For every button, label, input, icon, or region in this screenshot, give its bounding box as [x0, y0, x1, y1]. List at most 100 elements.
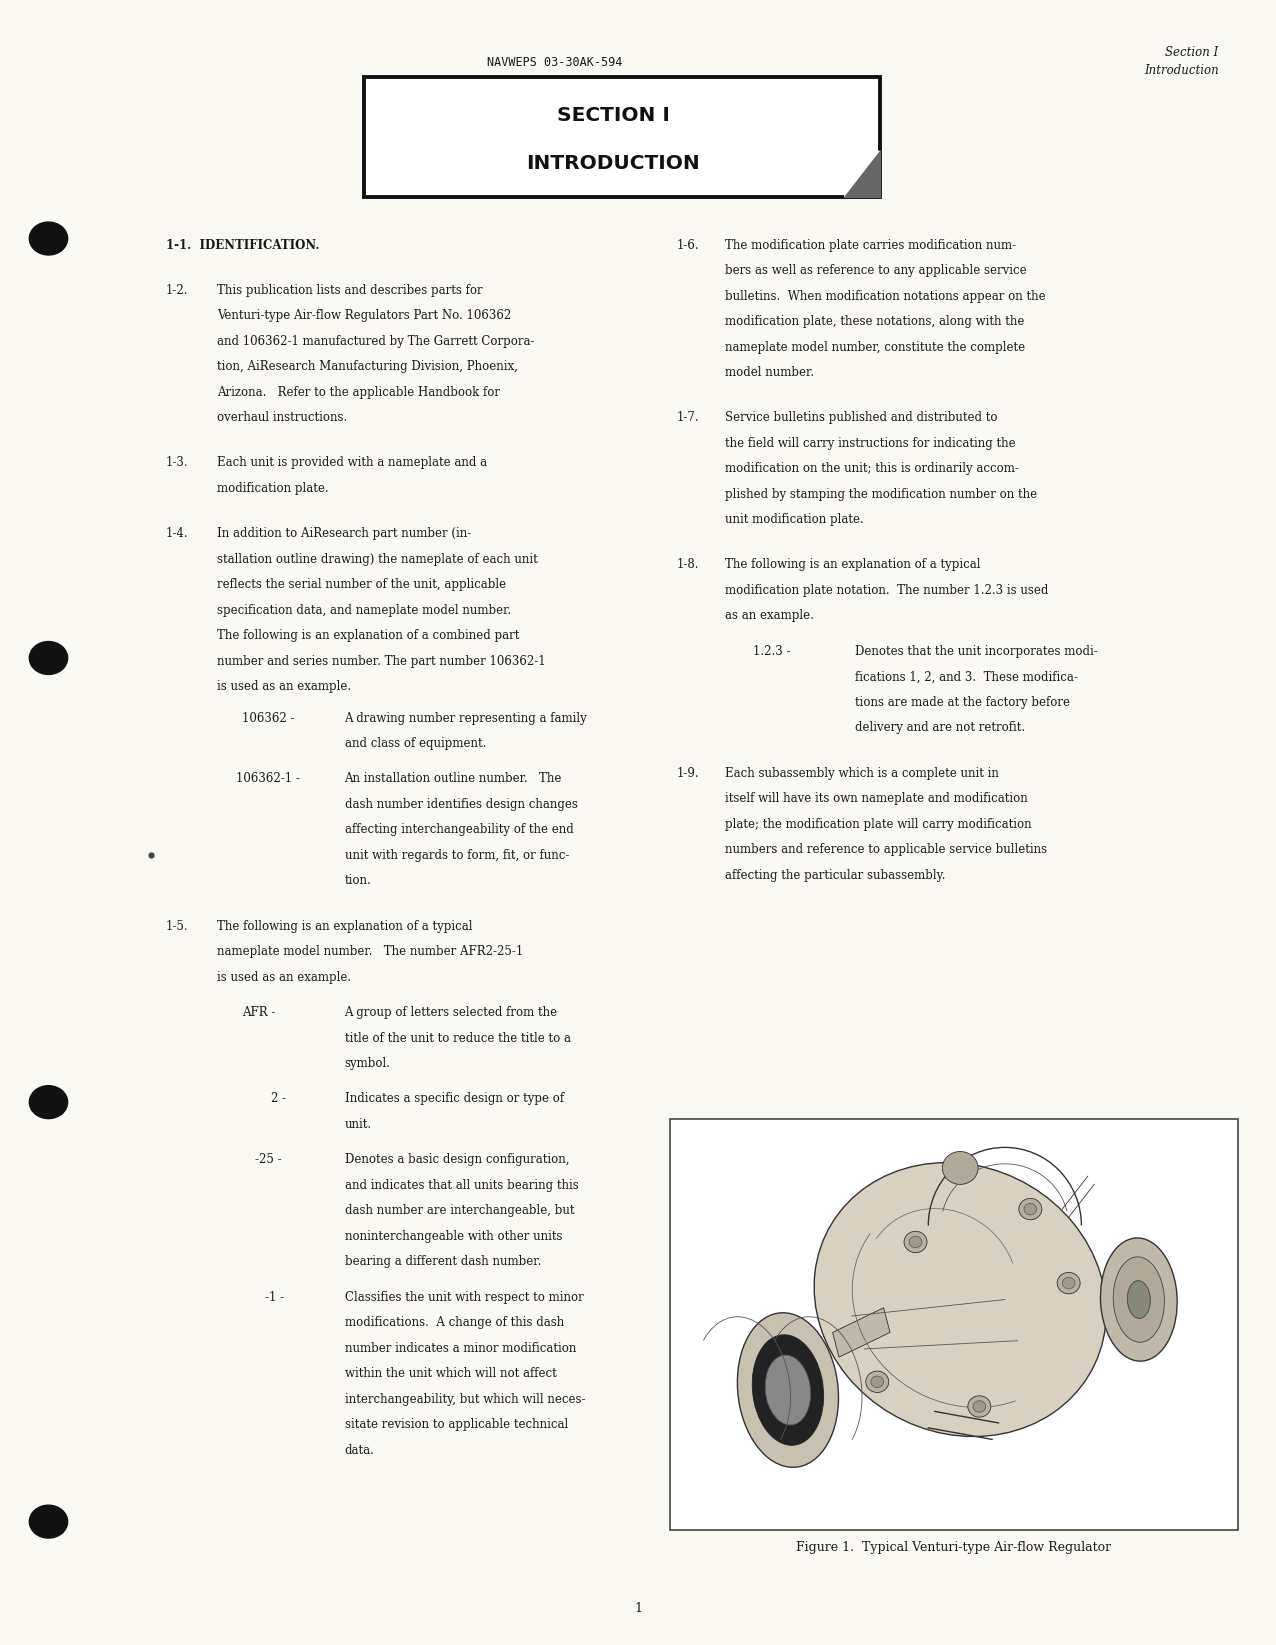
Ellipse shape — [1062, 1277, 1076, 1290]
Polygon shape — [833, 1308, 891, 1357]
Text: NAVWEPS 03-30AK-594: NAVWEPS 03-30AK-594 — [487, 56, 623, 69]
Text: bearing a different dash number.: bearing a different dash number. — [345, 1255, 541, 1268]
Text: plished by stamping the modification number on the: plished by stamping the modification num… — [725, 487, 1037, 500]
Ellipse shape — [29, 1505, 68, 1538]
Text: SECTION I: SECTION I — [556, 107, 670, 125]
Text: modification plate notation.  The number 1.2.3 is used: modification plate notation. The number … — [725, 584, 1048, 597]
Text: Figure 1.  Typical Venturi-type Air-flow Regulator: Figure 1. Typical Venturi-type Air-flow … — [796, 1541, 1111, 1555]
Text: The modification plate carries modification num-: The modification plate carries modificat… — [725, 239, 1016, 252]
Text: An installation outline number.   The: An installation outline number. The — [345, 773, 561, 786]
Text: numbers and reference to applicable service bulletins: numbers and reference to applicable serv… — [725, 842, 1046, 855]
Text: INTRODUCTION: INTRODUCTION — [526, 155, 701, 173]
Text: symbol.: symbol. — [345, 1058, 390, 1071]
Text: and 106362-1 manufactured by The Garrett Corpora-: and 106362-1 manufactured by The Garrett… — [217, 334, 535, 347]
Text: In addition to AiResearch part number (in-: In addition to AiResearch part number (i… — [217, 526, 471, 540]
Text: Each subassembly which is a complete unit in: Each subassembly which is a complete uni… — [725, 767, 999, 780]
Text: Denotes that the unit incorporates modi-: Denotes that the unit incorporates modi- — [855, 645, 1097, 658]
Text: 106362-1 -: 106362-1 - — [236, 773, 300, 786]
Ellipse shape — [870, 1375, 883, 1388]
Text: -1 -: -1 - — [265, 1291, 285, 1304]
Text: itself will have its own nameplate and modification: itself will have its own nameplate and m… — [725, 791, 1027, 804]
Text: unit modification plate.: unit modification plate. — [725, 513, 864, 526]
Ellipse shape — [1127, 1281, 1151, 1318]
Ellipse shape — [909, 1237, 921, 1249]
Text: The following is an explanation of a typical: The following is an explanation of a typ… — [725, 558, 980, 571]
Bar — [670, 1119, 1238, 1530]
Text: 1-8.: 1-8. — [676, 558, 699, 571]
Text: 1-1.  IDENTIFICATION.: 1-1. IDENTIFICATION. — [166, 239, 319, 252]
Text: 1-3.: 1-3. — [166, 456, 189, 469]
Text: Denotes a basic design configuration,: Denotes a basic design configuration, — [345, 1153, 569, 1166]
Ellipse shape — [1113, 1257, 1165, 1342]
Text: A drawing number representing a family: A drawing number representing a family — [345, 712, 587, 725]
Text: delivery and are not retrofit.: delivery and are not retrofit. — [855, 721, 1025, 734]
Text: 1.2.3 -: 1.2.3 - — [753, 645, 790, 658]
Text: nameplate model number, constitute the complete: nameplate model number, constitute the c… — [725, 341, 1025, 354]
Text: affecting interchangeability of the end: affecting interchangeability of the end — [345, 824, 573, 837]
Text: 1-6.: 1-6. — [676, 239, 699, 252]
Text: tions are made at the factory before: tions are made at the factory before — [855, 696, 1069, 709]
Text: data.: data. — [345, 1444, 374, 1457]
Ellipse shape — [967, 1395, 991, 1416]
Text: and class of equipment.: and class of equipment. — [345, 737, 486, 750]
Text: modification plate.: modification plate. — [217, 482, 328, 495]
Ellipse shape — [942, 1152, 979, 1184]
Ellipse shape — [1018, 1198, 1042, 1221]
Text: modifications.  A change of this dash: modifications. A change of this dash — [345, 1316, 564, 1329]
Text: nameplate model number.   The number AFR2-25-1: nameplate model number. The number AFR2-… — [217, 946, 523, 959]
Text: modification plate, these notations, along with the: modification plate, these notations, alo… — [725, 314, 1025, 327]
Ellipse shape — [814, 1163, 1106, 1436]
Text: 1: 1 — [634, 1602, 642, 1615]
Ellipse shape — [753, 1334, 823, 1446]
Text: Classifies the unit with respect to minor: Classifies the unit with respect to mino… — [345, 1291, 583, 1304]
Ellipse shape — [903, 1230, 926, 1253]
Text: interchangeability, but which will neces-: interchangeability, but which will neces… — [345, 1393, 584, 1406]
Ellipse shape — [1025, 1204, 1037, 1214]
Text: 1-9.: 1-9. — [676, 767, 699, 780]
Text: is used as an example.: is used as an example. — [217, 971, 351, 984]
Text: and indicates that all units bearing this: and indicates that all units bearing thi… — [345, 1179, 578, 1193]
Text: 1-2.: 1-2. — [166, 283, 189, 296]
Text: Venturi-type Air-flow Regulators Part No. 106362: Venturi-type Air-flow Regulators Part No… — [217, 309, 512, 322]
Text: Each unit is provided with a nameplate and a: Each unit is provided with a nameplate a… — [217, 456, 487, 469]
Text: tion.: tion. — [345, 875, 371, 888]
Text: number indicates a minor modification: number indicates a minor modification — [345, 1342, 575, 1355]
Polygon shape — [845, 151, 880, 197]
Text: within the unit which will not affect: within the unit which will not affect — [345, 1367, 556, 1380]
Text: A group of letters selected from the: A group of letters selected from the — [345, 1007, 558, 1020]
Text: reflects the serial number of the unit, applicable: reflects the serial number of the unit, … — [217, 577, 507, 591]
Text: AFR -: AFR - — [242, 1007, 276, 1020]
Text: overhaul instructions.: overhaul instructions. — [217, 411, 347, 424]
Text: This publication lists and describes parts for: This publication lists and describes par… — [217, 283, 482, 296]
Text: -25 -: -25 - — [255, 1153, 282, 1166]
Text: Arizona.   Refer to the applicable Handbook for: Arizona. Refer to the applicable Handboo… — [217, 385, 500, 398]
Text: unit.: unit. — [345, 1119, 371, 1132]
Text: 1-7.: 1-7. — [676, 411, 699, 424]
Text: unit with regards to form, fit, or func-: unit with regards to form, fit, or func- — [345, 849, 569, 862]
Ellipse shape — [29, 642, 68, 674]
Text: is used as an example.: is used as an example. — [217, 679, 351, 693]
Text: as an example.: as an example. — [725, 609, 814, 622]
Text: 1-4.: 1-4. — [166, 526, 189, 540]
Text: Section I: Section I — [1165, 46, 1219, 59]
Text: number and series number. The part number 106362-1: number and series number. The part numbe… — [217, 655, 546, 668]
Text: noninterchangeable with other units: noninterchangeable with other units — [345, 1230, 561, 1244]
Text: dash number identifies design changes: dash number identifies design changes — [345, 798, 578, 811]
Ellipse shape — [972, 1400, 985, 1411]
Text: bers as well as reference to any applicable service: bers as well as reference to any applica… — [725, 263, 1026, 276]
Text: modification on the unit; this is ordinarily accom-: modification on the unit; this is ordina… — [725, 462, 1018, 475]
Text: title of the unit to reduce the title to a: title of the unit to reduce the title to… — [345, 1031, 570, 1045]
Text: 106362 -: 106362 - — [242, 712, 295, 725]
Text: tion, AiResearch Manufacturing Division, Phoenix,: tion, AiResearch Manufacturing Division,… — [217, 360, 518, 373]
Ellipse shape — [29, 222, 68, 255]
Text: specification data, and nameplate model number.: specification data, and nameplate model … — [217, 604, 512, 617]
Text: stallation outline drawing) the nameplate of each unit: stallation outline drawing) the nameplat… — [217, 553, 537, 566]
Ellipse shape — [766, 1355, 810, 1425]
Ellipse shape — [865, 1372, 888, 1392]
Ellipse shape — [1058, 1273, 1079, 1293]
Text: sitate revision to applicable technical: sitate revision to applicable technical — [345, 1418, 568, 1431]
Text: fications 1, 2, and 3.  These modifica-: fications 1, 2, and 3. These modifica- — [855, 670, 1078, 683]
Text: the field will carry instructions for indicating the: the field will carry instructions for in… — [725, 436, 1016, 449]
Text: 2 -: 2 - — [271, 1092, 286, 1105]
Polygon shape — [845, 151, 880, 197]
